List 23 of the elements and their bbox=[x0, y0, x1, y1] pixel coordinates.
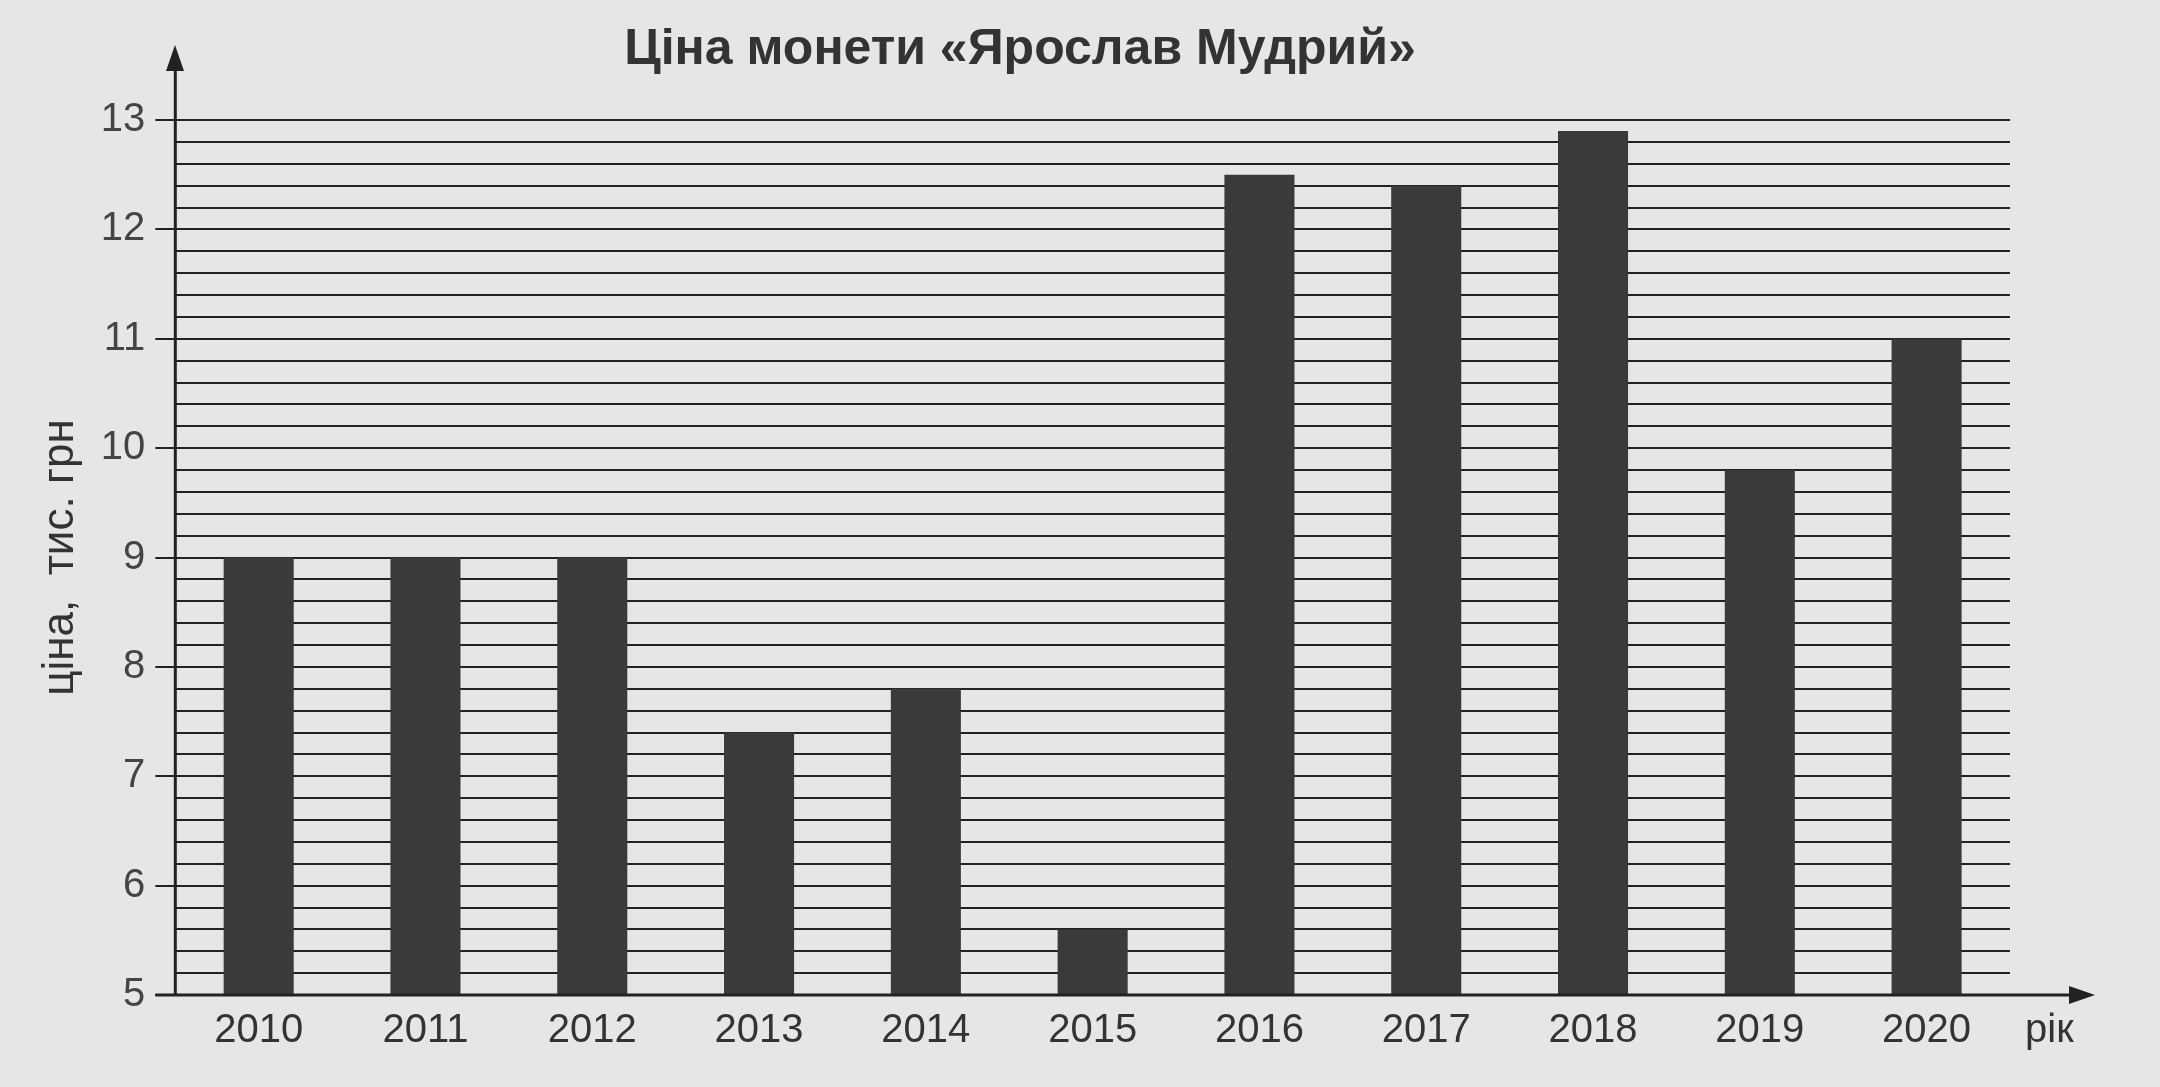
x-tick-label: 2016 bbox=[1214, 1006, 1304, 1051]
x-tick-label: 2011 bbox=[382, 1006, 469, 1051]
y-tick-label: 13 bbox=[100, 95, 146, 140]
y-tick-label: 12 bbox=[100, 204, 146, 249]
x-tick-label: 2020 bbox=[1882, 1006, 1972, 1051]
y-tick-label: 9 bbox=[123, 532, 146, 577]
y-tick-label: 10 bbox=[100, 423, 146, 468]
y-tick-label: 11 bbox=[103, 313, 146, 358]
x-tick-label: 2017 bbox=[1381, 1006, 1471, 1051]
y-tick-label: 8 bbox=[123, 641, 146, 686]
x-tick-label: 2019 bbox=[1715, 1006, 1805, 1051]
x-axis-title: рік bbox=[2025, 1006, 2075, 1051]
y-tick-label: 7 bbox=[123, 751, 146, 796]
x-tick-label: 2015 bbox=[1048, 1006, 1138, 1051]
x-tick-label: 2013 bbox=[714, 1006, 804, 1051]
x-tick-label: 2014 bbox=[881, 1006, 971, 1051]
x-tick-label: 2010 bbox=[214, 1006, 304, 1051]
y-tick-label: 5 bbox=[123, 970, 146, 1015]
x-tick-label: 2018 bbox=[1548, 1006, 1638, 1051]
x-tick-label: 2012 bbox=[547, 1006, 637, 1051]
y-axis-title: ціна, тис. грн bbox=[32, 419, 82, 696]
chart-title: Ціна монети «Ярослав Мудрий» bbox=[624, 18, 1416, 75]
y-tick-label: 6 bbox=[123, 860, 146, 905]
